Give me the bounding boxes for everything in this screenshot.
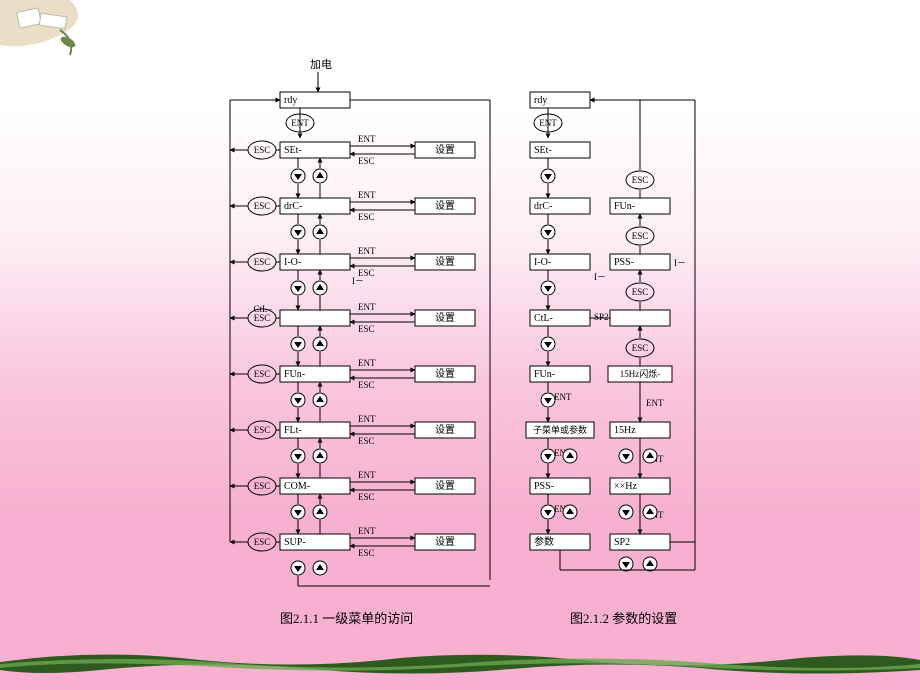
svg-text:CtL-: CtL- [534,313,553,324]
svg-text:FUn-: FUn- [534,369,555,380]
svg-text:ENT: ENT [539,118,557,128]
svg-text:ESC: ESC [254,425,271,435]
left-flowchart: 加电 rdy ENT SEt- 设置 ENT ESC ESC drC- 设置 ENT ESC ESC I-… [230,58,490,586]
svg-text:SEt-: SEt- [534,145,552,156]
svg-text:设置: 设置 [435,256,455,268]
svg-text:设置: 设置 [435,200,455,212]
svg-text:ESC: ESC [358,380,375,390]
svg-text:ESC: ESC [358,548,375,558]
svg-text:15Hz闪烁-: 15Hz闪烁- [620,368,661,379]
svg-text:COM-: COM- [284,481,310,492]
svg-text:ENT: ENT [358,246,376,256]
svg-text:rdy: rdy [284,95,297,106]
svg-text:drC-: drC- [284,201,302,212]
svg-text:ESC: ESC [632,175,649,185]
svg-text:ENT: ENT [358,358,376,368]
svg-text:ESC: ESC [358,492,375,502]
svg-text:I－: I－ [352,276,364,286]
svg-text:ESC: ESC [358,436,375,446]
svg-text:ENT: ENT [646,398,664,408]
svg-text:PSS-: PSS- [534,481,554,492]
svg-text:15Hz: 15Hz [614,425,636,436]
svg-text:ENT: ENT [358,526,376,536]
svg-text:SUP-: SUP- [284,537,306,548]
svg-text:ENT: ENT [358,414,376,424]
svg-text:ENT: ENT [358,302,376,312]
svg-text:ESC: ESC [254,313,271,323]
svg-text:I-O-: I-O- [284,257,301,268]
svg-text:参数: 参数 [534,535,554,548]
svg-text:子菜单或参数: 子菜单或参数 [533,424,587,435]
svg-text:ESC: ESC [632,343,649,353]
flowchart-diagram: 加电 rdy ENT SEt- 设置 ENT ESC ESC drC- 设置 ENT ESC ESC I-… [0,0,920,690]
svg-text:ESC: ESC [254,201,271,211]
svg-text:设置: 设置 [435,312,455,324]
right-flowchart: rdy ENT SEt-drC- I-O- CtL- FUn- ENT 子菜单或参数 ENT PS… [526,92,695,571]
svg-text:ESC: ESC [254,145,271,155]
svg-text:FUn-: FUn- [614,201,635,212]
svg-text:设置: 设置 [435,368,455,380]
svg-text:ENT: ENT [554,392,572,402]
svg-text:ESC: ESC [254,481,271,491]
svg-text:I－: I－ [674,258,686,268]
left-caption: 图2.1.1 一级菜单的访问 [280,608,413,627]
svg-text:SP2: SP2 [614,537,630,548]
svg-text:设置: 设置 [435,144,455,156]
svg-text:ESC: ESC [358,156,375,166]
svg-text:CtL–: CtL– [253,304,272,314]
svg-text:ESC: ESC [632,231,649,241]
svg-text:加电: 加电 [310,58,332,71]
svg-text:ESC: ESC [254,369,271,379]
svg-text:SEt-: SEt- [284,145,302,156]
svg-text:I-O-: I-O- [534,257,551,268]
svg-text:ESC: ESC [254,257,271,267]
svg-text:设置: 设置 [435,424,455,436]
svg-text:SP2: SP2 [594,312,609,322]
svg-text:FLt-: FLt- [284,425,302,436]
svg-text:rdy: rdy [534,95,547,106]
right-caption: 图2.1.2 参数的设置 [570,608,677,627]
svg-text:ENT: ENT [291,118,309,128]
svg-text:××Hz: ××Hz [614,481,638,492]
svg-text:设置: 设置 [435,536,455,548]
svg-text:ESC: ESC [254,537,271,547]
svg-text:drC-: drC- [534,201,552,212]
svg-text:ENT: ENT [358,470,376,480]
svg-text:PSS-: PSS- [614,257,634,268]
svg-text:FUn-: FUn- [284,369,305,380]
svg-text:设置: 设置 [435,480,455,492]
svg-text:ENT: ENT [358,190,376,200]
svg-text:ESC: ESC [358,324,375,334]
svg-text:ESC: ESC [632,287,649,297]
svg-text:ESC: ESC [358,212,375,222]
svg-text:I－: I－ [594,272,606,282]
svg-text:ENT: ENT [358,134,376,144]
